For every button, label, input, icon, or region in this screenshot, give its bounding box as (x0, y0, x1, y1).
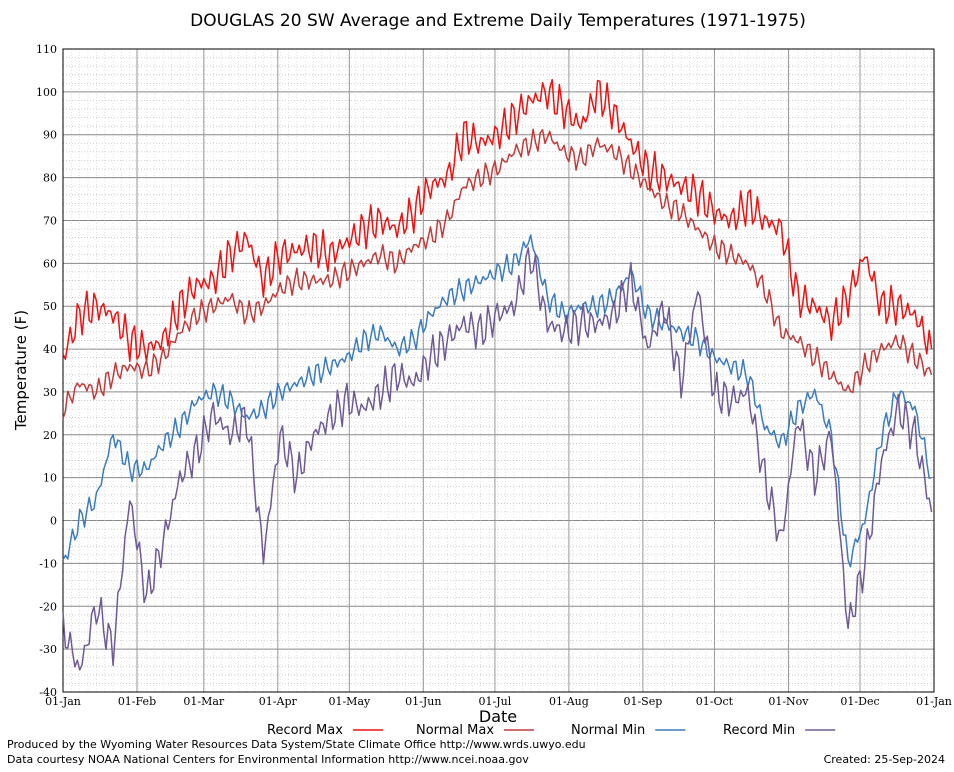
footer-created: Created: 25-Sep-2024 (823, 753, 945, 766)
x-tick-label: 01-May (328, 695, 371, 708)
y-tick-label: -10 (39, 557, 57, 570)
series-layer (62, 78, 933, 671)
y-tick-label: 110 (36, 43, 57, 56)
x-tick-label: 01-Oct (696, 695, 734, 708)
y-tick-label: 30 (43, 386, 57, 399)
y-tick-label: 50 (43, 300, 57, 313)
y-tick-label: 80 (43, 172, 57, 185)
y-tick-label: 100 (36, 86, 57, 99)
x-tick-label: 01-Dec (840, 695, 879, 708)
y-tick-label: -30 (39, 643, 57, 656)
x-tick-label: 01-Feb (118, 695, 156, 708)
legend-label: Record Min (723, 723, 795, 738)
x-tick-label: 01-Jul (479, 695, 512, 708)
y-tick-label: 60 (43, 257, 57, 270)
y-tick-label: 10 (43, 472, 57, 485)
y-tick-label: 40 (43, 343, 57, 356)
y-tick-label: 70 (43, 214, 57, 227)
x-axis-label: Date (479, 707, 517, 726)
footer-courtesy: Data courtesy NOAA National Centers for … (7, 753, 529, 766)
x-tick-label: 01-Jun (405, 695, 441, 708)
y-tick-label: 20 (43, 429, 57, 442)
legend-label: Normal Max (416, 723, 494, 738)
footer-produced-by: Produced by the Wyoming Water Resources … (7, 738, 586, 751)
x-tick-label: 01-Sep (623, 695, 662, 708)
legend-label: Record Max (267, 723, 343, 738)
x-tick-label: 01-Jan (45, 695, 81, 708)
x-tick-label: 01-Nov (768, 695, 809, 708)
y-axis-label: Temperature (F) (12, 310, 30, 431)
series-line-normal-min (62, 234, 932, 568)
x-tick-label: 01-Apr (259, 695, 298, 708)
series-line-record-max (62, 78, 933, 363)
y-tick-label: 90 (43, 129, 57, 142)
series-line-normal-max (62, 128, 933, 419)
x-tick-label: 01-Mar (183, 695, 225, 708)
legend: Record Max Normal Max Normal Min Record Min (267, 723, 836, 738)
chart-title: DOUGLAS 20 SW Average and Extreme Daily … (190, 11, 806, 31)
y-tick-label: 0 (50, 515, 57, 528)
x-tick-labels: 01-Jan 01-Feb 01-Mar 01-Apr 01-May 01-Jun 01-J… (45, 695, 952, 708)
legend-label: Normal Min (571, 723, 645, 738)
x-tick-label: 01-Jan (916, 695, 952, 708)
y-tick-label: -40 (39, 686, 57, 699)
y-tick-label: -20 (39, 600, 57, 613)
series-line-record-min (62, 247, 933, 671)
plot-frame (62, 48, 935, 693)
x-tick-label: 01-Aug (549, 695, 589, 708)
grid-layer (62, 48, 935, 693)
